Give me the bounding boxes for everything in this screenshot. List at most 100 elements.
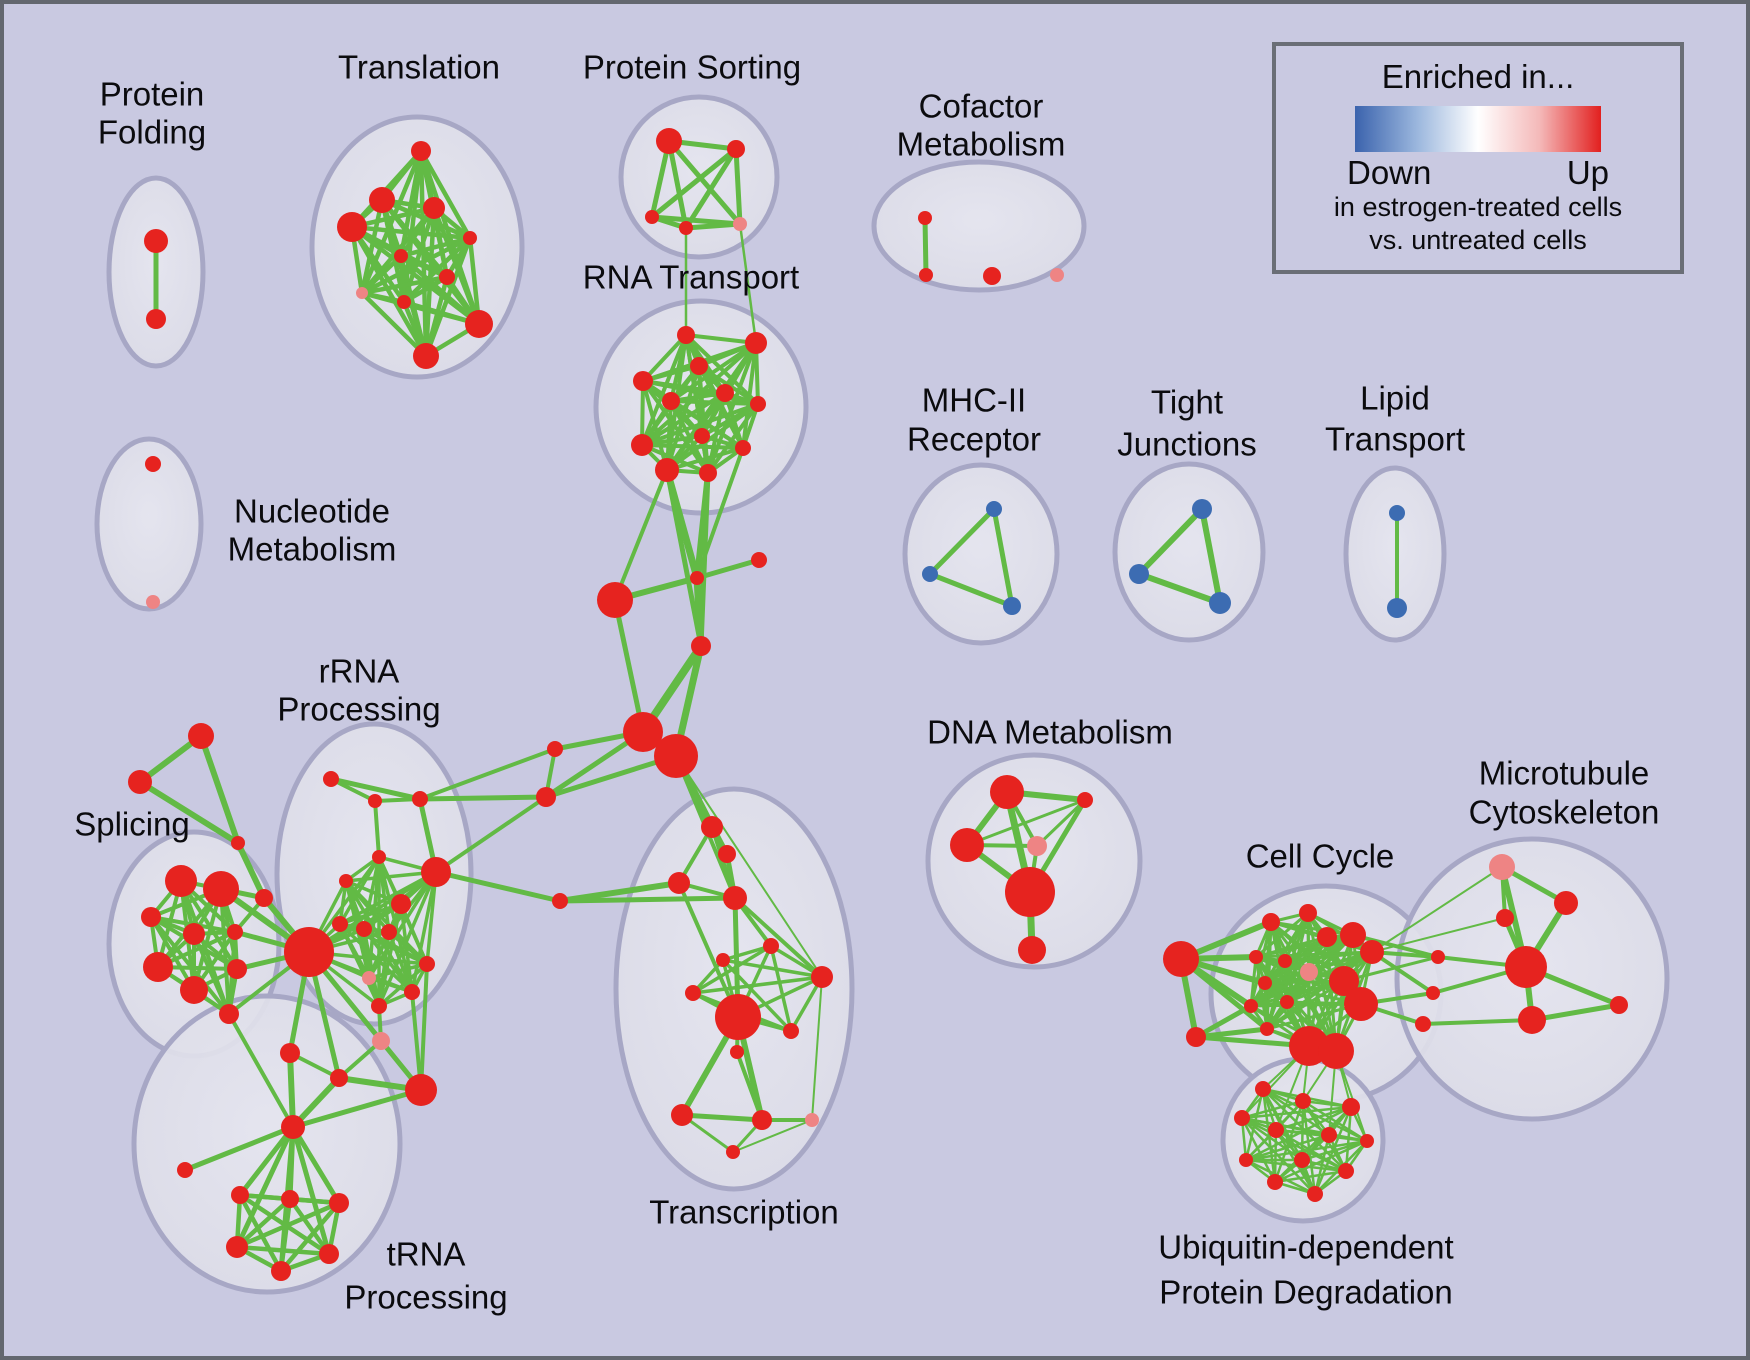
edge-sp2-sp9: [219, 887, 231, 1016]
edge-md2-md4: [612, 597, 646, 735]
edge-tnh-tn3: [290, 1124, 342, 1206]
node-tc7: [716, 953, 730, 967]
node-ub6: [1321, 1127, 1337, 1143]
node-tc2: [718, 845, 736, 863]
node-ub3: [1342, 1098, 1360, 1116]
edge-tnh-tn4: [234, 1124, 296, 1250]
node-nm1: [145, 456, 161, 472]
node-st3: [231, 836, 245, 850]
edge-tn3-tn6: [278, 1200, 342, 1274]
cluster-ellipse-trna-processing: [131, 993, 403, 1295]
node-tn3: [329, 1193, 349, 1213]
node-dm2: [1077, 792, 1093, 808]
node-rn12: [699, 464, 717, 482]
node-md2: [597, 582, 633, 618]
cluster-ellipse-tight-junctions: [1112, 461, 1266, 643]
cluster-label-protein-sorting-line1: Protein Sorting: [583, 49, 801, 86]
node-rr6: [339, 874, 353, 888]
edge-rr1-rr3: [328, 776, 423, 802]
node-md1: [690, 571, 704, 585]
node-tj1: [1192, 499, 1212, 519]
cluster-label-ubiquitin-degradation-line2: Protein Degradation: [1159, 1274, 1453, 1311]
edge-st3-se1: [235, 840, 267, 901]
edge-cc7-mt1: [1371, 866, 1503, 953]
node-cc11: [1258, 976, 1272, 990]
edge-rn4-rn7: [641, 379, 760, 406]
node-rr14: [371, 998, 387, 1014]
edge-t6-t10: [398, 253, 482, 327]
nodes-layer: [128, 128, 1628, 1281]
edge-cc4-cc8: [1254, 911, 1310, 959]
edge-t5-t8: [359, 235, 473, 296]
node-ps5: [733, 217, 747, 231]
node-t2: [369, 187, 395, 213]
node-ub1: [1255, 1081, 1271, 1097]
node-rr11: [419, 956, 435, 972]
node-mt9: [1415, 1016, 1431, 1032]
edge-t2-t8: [359, 197, 385, 296]
edge-t4-t5: [349, 224, 473, 241]
node-rn1: [677, 326, 695, 344]
edge-tc3-tch: [677, 881, 740, 1019]
cluster-label-lipid-transport-line2: Transport: [1325, 421, 1465, 458]
edge-rn11-md2: [613, 468, 669, 602]
edge-sp9-tnh: [227, 1012, 295, 1129]
edge-rr11-rr14: [377, 962, 429, 1008]
node-rn9: [631, 434, 653, 456]
edge-t7-t11: [423, 274, 450, 359]
edge-tc15-tc14: [732, 1119, 813, 1153]
edge-rn10-rn11: [665, 446, 745, 472]
edge-rr17-rr13: [410, 990, 423, 1092]
edge-ub2-ub7: [1301, 1099, 1369, 1143]
edge-rr5-rr6: [344, 870, 438, 883]
edge-t6-t7: [398, 253, 450, 280]
edge-rr10-rr14: [377, 930, 391, 1008]
cluster-label-cofactor-metabolism-line1: Cofactor: [919, 88, 1044, 125]
node-tc8: [811, 966, 833, 988]
node-st1: [188, 723, 214, 749]
node-t10: [465, 310, 493, 338]
node-ub10: [1338, 1163, 1354, 1179]
node-ps2: [727, 140, 745, 158]
node-tn2: [281, 1190, 299, 1208]
edge-tc8-tc9: [691, 975, 824, 995]
node-rr8: [332, 916, 348, 932]
edge-tnh-rr15: [287, 1050, 296, 1130]
node-mt2: [1554, 891, 1578, 915]
edge-cc7-mt3: [1371, 917, 1506, 953]
edge-cc7-mt6: [1370, 950, 1435, 995]
node-tc3: [668, 872, 690, 894]
edge-sp3-sp9: [149, 915, 231, 1016]
node-tc10: [783, 1023, 799, 1039]
node-cc4: [1299, 904, 1317, 922]
node-rr1: [323, 771, 339, 787]
edge-rr6-rr11: [344, 879, 429, 966]
node-nm2: [146, 595, 160, 609]
node-st2: [128, 770, 152, 794]
edge-cf1-cf2: [922, 215, 929, 278]
edge-cc4-cc7: [1306, 911, 1374, 954]
edge-ub2-ub4: [1240, 1099, 1305, 1120]
node-mh2: [922, 566, 938, 582]
edge-ps5-rn2: [738, 222, 758, 345]
node-ps4: [679, 221, 693, 235]
edge-rn2-rn10: [741, 341, 758, 450]
node-rr16: [330, 1069, 348, 1087]
edge-md7-rr3: [417, 794, 549, 802]
node-tnh: [281, 1115, 305, 1139]
node-lp1: [1389, 505, 1405, 521]
edge-t5-t6: [398, 235, 473, 259]
node-rn7: [750, 396, 766, 412]
edge-cc1-cc14: [1178, 956, 1270, 1032]
cluster-label-tight-junctions-line1: Tight: [1151, 384, 1223, 421]
edge-st2-st3: [137, 779, 241, 846]
edge-tc14-tc8: [811, 976, 823, 1121]
node-rr17: [405, 1074, 437, 1106]
edge-tj2-tj3: [1136, 571, 1223, 606]
edge-mh2-mh3: [927, 571, 1015, 609]
edge-rr10-rr11: [387, 930, 429, 966]
node-t3: [423, 197, 445, 219]
cluster-label-transcription-line1: Transcription: [649, 1194, 839, 1231]
